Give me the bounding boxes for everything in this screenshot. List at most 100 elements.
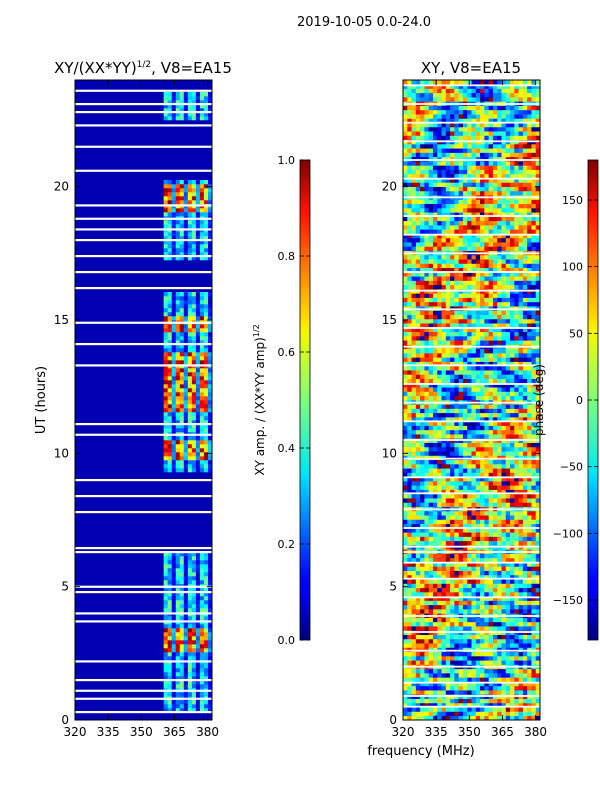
- left-heat-cell: [187, 568, 193, 573]
- right-heat-cell: [403, 314, 408, 320]
- left-heat-cell: [199, 240, 205, 245]
- right-heat-cell: [445, 707, 451, 712]
- right-heat-cell: [475, 515, 481, 520]
- left-heat-cell: [207, 664, 213, 669]
- right-heat-cell: [445, 451, 451, 456]
- right-heat-cell: [454, 293, 459, 298]
- right-heat-cell: [407, 711, 412, 717]
- right-heat-cell: [510, 502, 515, 507]
- left-heat-cell: [207, 376, 213, 381]
- right-heat-cell: [505, 421, 511, 426]
- right-heat-cell: [424, 267, 429, 273]
- right-heat-cell: [462, 609, 468, 614]
- right-heat-cell: [403, 523, 408, 529]
- left-heat-cell: [199, 184, 205, 189]
- right-heat-cell: [420, 429, 425, 435]
- left-heat-cell: [171, 408, 177, 413]
- left-heat-cell: [175, 608, 181, 613]
- right-heat-cell: [424, 272, 429, 277]
- left-heat-cell: [199, 208, 205, 213]
- left-plot-frame: [74, 79, 213, 721]
- right-heat-cell: [492, 604, 498, 610]
- right-heat-cell: [445, 673, 451, 678]
- right-heat-cell: [497, 626, 502, 631]
- right-heat-cell: [403, 698, 408, 704]
- right-heat-cell: [484, 519, 489, 525]
- left-heat-cell: [191, 580, 197, 585]
- left-heat-cell: [179, 428, 185, 433]
- left-heat-cell: [171, 248, 177, 253]
- right-heat-cell: [501, 254, 507, 260]
- right-heat-cell: [454, 280, 459, 286]
- right-heat-cell: [411, 293, 417, 298]
- left-heat-cell: [175, 208, 181, 213]
- left-heat-cell: [199, 644, 205, 649]
- right-heat-cell: [484, 306, 489, 311]
- right-heat-cell: [505, 532, 511, 537]
- right-heat-cell: [403, 374, 408, 379]
- right-heat-cell: [488, 455, 494, 461]
- right-heat-cell: [411, 434, 417, 439]
- right-heat-cell: [531, 574, 537, 580]
- left-heat-cell: [183, 428, 189, 433]
- left-heat-cell: [175, 180, 181, 185]
- right-heat-cell: [403, 276, 408, 281]
- left-heat-cell: [167, 388, 173, 393]
- left-heat-cell: [199, 464, 205, 469]
- left-heat-cell: [207, 400, 213, 405]
- right-heat-cell: [475, 651, 481, 657]
- right-heat-cell: [505, 451, 511, 456]
- right-heat-cell: [407, 600, 412, 606]
- right-heat-cell: [471, 647, 477, 653]
- right-heat-cell: [458, 702, 464, 708]
- left-heat-cell: [183, 104, 189, 109]
- right-heat-cell: [437, 259, 442, 264]
- right-heat-cell: [462, 310, 468, 315]
- right-heat-cell: [467, 459, 472, 465]
- left-heat-cell: [207, 108, 213, 113]
- right-heat-cell: [467, 301, 472, 307]
- left-heat-cell: [183, 348, 189, 353]
- left-heat-cell: [207, 392, 213, 397]
- right-heat-cell: [471, 677, 477, 682]
- right-heat-cell: [407, 276, 412, 281]
- right-heat-cell: [415, 301, 421, 307]
- right-heat-cell: [428, 579, 434, 584]
- right-heat-cell: [492, 485, 498, 490]
- right-heat-cell: [407, 297, 412, 303]
- left-heat-cell: [187, 680, 193, 685]
- right-heat-cell: [505, 382, 511, 388]
- right-heat-cell: [510, 570, 515, 576]
- right-heat-cell: [454, 596, 459, 601]
- right-heat-cell: [424, 681, 429, 687]
- left-heat-cell: [207, 348, 213, 353]
- right-heat-cell: [518, 515, 524, 520]
- right-heat-cell: [488, 647, 494, 653]
- left-heat-cell: [199, 420, 205, 425]
- right-heat-cell: [428, 570, 434, 576]
- right-heat-cell: [420, 327, 425, 333]
- right-heat-cell: [510, 498, 515, 503]
- left-heat-cell: [183, 308, 189, 313]
- right-heat-cell: [467, 306, 472, 311]
- right-heat-cell: [458, 587, 464, 593]
- right-heat-cell: [514, 702, 519, 708]
- right-heat-cell: [510, 306, 515, 311]
- right-heat-cell: [458, 540, 464, 546]
- right-heat-cell: [531, 651, 537, 657]
- right-heat-cell: [437, 553, 442, 559]
- right-heat-cell: [471, 370, 477, 375]
- right-heat-cell: [531, 493, 537, 499]
- left-heat-cell: [183, 456, 189, 461]
- left-heat-cell: [179, 580, 185, 585]
- left-heat-cell: [207, 184, 213, 189]
- right-heat-cell: [471, 301, 477, 307]
- right-heat-cell: [501, 318, 507, 324]
- left-heat-cell: [167, 220, 173, 225]
- left-heat-cell: [203, 656, 209, 661]
- right-heat-cell: [450, 459, 455, 465]
- right-heat-cell: [505, 536, 511, 542]
- right-heat-cell: [428, 532, 434, 537]
- right-heat-cell: [518, 681, 524, 687]
- right-heat-cell: [492, 421, 498, 426]
